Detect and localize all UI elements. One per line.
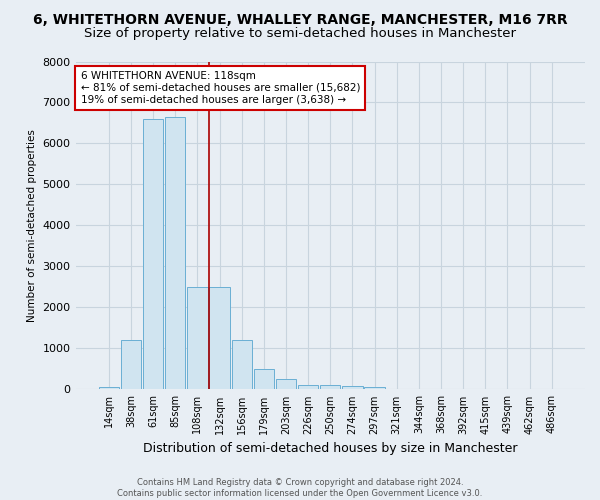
- Bar: [320, 384, 340, 390]
- Y-axis label: Number of semi-detached properties: Number of semi-detached properties: [27, 129, 37, 322]
- Bar: [209, 287, 230, 390]
- Bar: [98, 387, 119, 390]
- Bar: [187, 287, 208, 390]
- Bar: [232, 340, 252, 390]
- Bar: [143, 119, 163, 390]
- Bar: [298, 384, 319, 390]
- Bar: [121, 340, 141, 390]
- Text: 6 WHITETHORN AVENUE: 118sqm
← 81% of semi-detached houses are smaller (15,682)
1: 6 WHITETHORN AVENUE: 118sqm ← 81% of sem…: [80, 72, 360, 104]
- Text: Contains HM Land Registry data © Crown copyright and database right 2024.
Contai: Contains HM Land Registry data © Crown c…: [118, 478, 482, 498]
- Bar: [342, 386, 362, 390]
- Text: Size of property relative to semi-detached houses in Manchester: Size of property relative to semi-detach…: [84, 28, 516, 40]
- Bar: [276, 379, 296, 390]
- Bar: [165, 117, 185, 390]
- Bar: [254, 369, 274, 390]
- Text: 6, WHITETHORN AVENUE, WHALLEY RANGE, MANCHESTER, M16 7RR: 6, WHITETHORN AVENUE, WHALLEY RANGE, MAN…: [32, 12, 568, 26]
- Bar: [364, 387, 385, 390]
- X-axis label: Distribution of semi-detached houses by size in Manchester: Distribution of semi-detached houses by …: [143, 442, 518, 455]
